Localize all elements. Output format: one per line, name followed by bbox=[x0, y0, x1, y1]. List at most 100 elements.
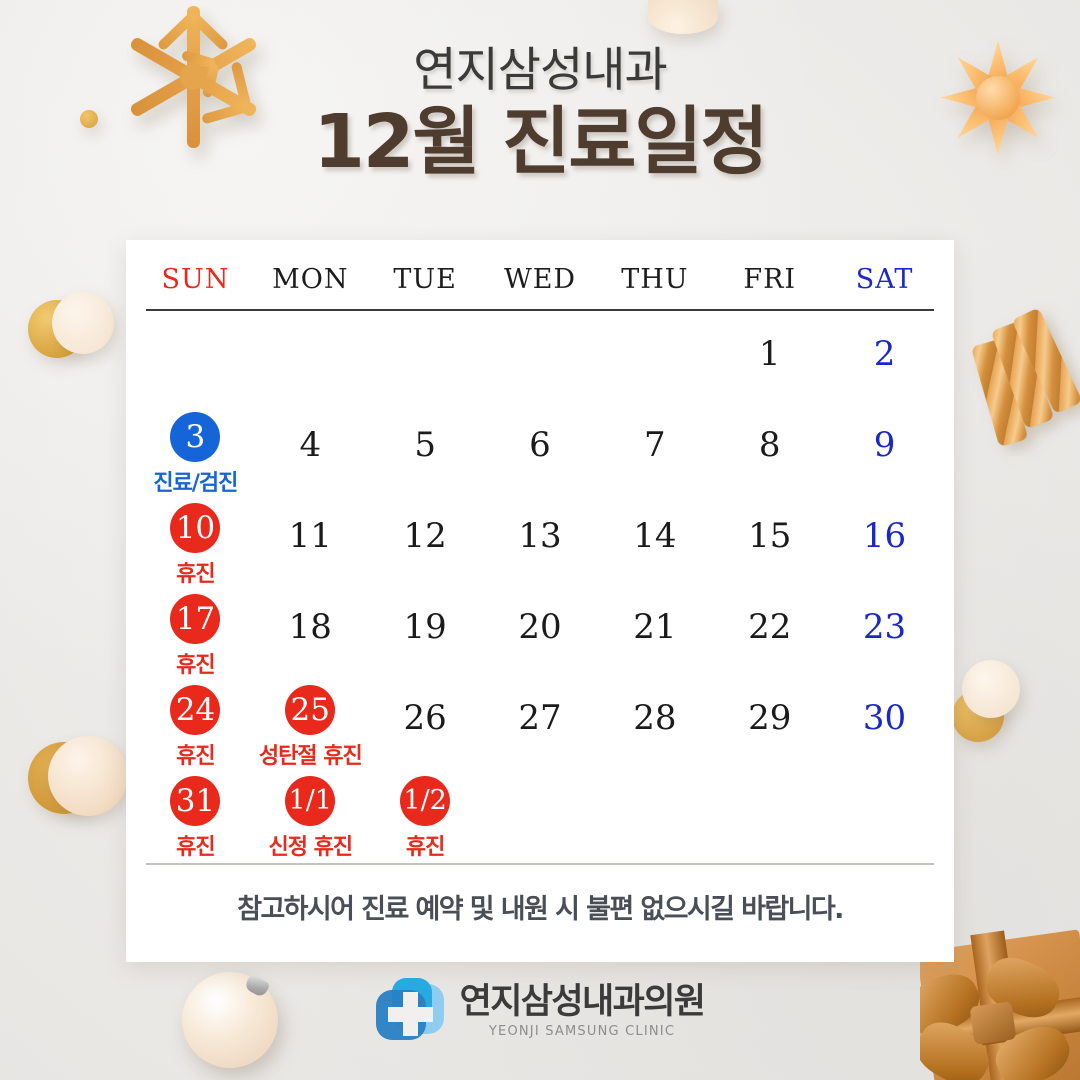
confetti-disc-icon bbox=[48, 736, 128, 816]
day-note: 휴진 bbox=[405, 835, 445, 860]
day-cell-3[interactable]: 3 진료/검진 bbox=[138, 402, 253, 496]
day-number: 9 bbox=[873, 425, 896, 465]
day-cell-6[interactable]: 6 bbox=[483, 402, 598, 493]
day-cell-16[interactable]: 16 bbox=[827, 493, 942, 584]
day-cell-4[interactable]: 4 bbox=[253, 402, 368, 493]
day-number: 18 bbox=[288, 607, 332, 647]
day-number: 2 bbox=[873, 334, 896, 374]
calendar-week-row: 24 휴진 25 성탄절 휴진 26 27 28 29 30 bbox=[138, 675, 942, 769]
calendar-card: SUN MON TUE WED THU FRI SAT 1 2 3 진료/검진 4 5 6 7 8 9 10 휴진… bbox=[126, 240, 954, 962]
day-cell-1-1[interactable]: 1/1 신정 휴진 bbox=[253, 766, 368, 860]
day-cell-12[interactable]: 12 bbox=[368, 493, 483, 584]
day-cell-10[interactable]: 10 휴진 bbox=[138, 493, 253, 587]
day-cell-13[interactable]: 13 bbox=[483, 493, 598, 584]
day-cell-empty bbox=[712, 766, 827, 857]
brand-text: 연지삼성내과의원 YEONJI SAMSUNG CLINIC bbox=[459, 981, 706, 1040]
day-cell-27[interactable]: 27 bbox=[483, 675, 598, 766]
day-number: 13 bbox=[518, 516, 562, 556]
day-cell-2[interactable]: 2 bbox=[827, 311, 942, 402]
day-number: 3 bbox=[170, 412, 221, 462]
day-number: 29 bbox=[748, 698, 792, 738]
day-cell-31[interactable]: 31 휴진 bbox=[138, 766, 253, 860]
day-cell-9[interactable]: 9 bbox=[827, 402, 942, 493]
page-title: 12월 진료일정 bbox=[313, 99, 768, 186]
day-cell-empty bbox=[597, 766, 712, 857]
day-cell-5[interactable]: 5 bbox=[368, 402, 483, 493]
calendar-week-row: 10 휴진 11 12 13 14 15 16 bbox=[138, 493, 942, 587]
day-cell-23[interactable]: 23 bbox=[827, 584, 942, 675]
day-cell-empty bbox=[138, 311, 253, 402]
day-number: 14 bbox=[633, 516, 677, 556]
gift-bow-icon bbox=[936, 36, 1060, 160]
day-cell-1-2[interactable]: 1/2 휴진 bbox=[368, 766, 483, 860]
calendar-week-row: 17 휴진 18 19 20 21 22 23 bbox=[138, 584, 942, 678]
day-cell-28[interactable]: 28 bbox=[597, 675, 712, 766]
day-cell-30[interactable]: 30 bbox=[827, 675, 942, 766]
day-number: 20 bbox=[518, 607, 562, 647]
day-cell-empty bbox=[253, 311, 368, 402]
day-number: 28 bbox=[633, 698, 677, 738]
day-note: 휴진 bbox=[176, 562, 215, 587]
day-cell-empty bbox=[483, 766, 598, 857]
footer-note: 참고하시어 진료 예약 및 내원 시 불편 없으시길 바랍니다. bbox=[237, 894, 844, 925]
brand-footer: 연지삼성내과의원 YEONJI SAMSUNG CLINIC bbox=[0, 978, 1080, 1044]
day-cell-1[interactable]: 1 bbox=[712, 311, 827, 402]
day-number: 6 bbox=[529, 425, 551, 465]
day-number: 26 bbox=[403, 698, 447, 738]
footer-divider bbox=[146, 863, 934, 865]
weekday-header-thu: THU bbox=[621, 264, 689, 295]
day-cell-11[interactable]: 11 bbox=[253, 493, 368, 584]
day-cell-17[interactable]: 17 휴진 bbox=[138, 584, 253, 678]
day-number: 4 bbox=[299, 425, 322, 465]
day-cell-empty bbox=[597, 311, 712, 402]
weekday-header-tue: TUE bbox=[393, 264, 457, 295]
day-number: 17 bbox=[170, 594, 221, 644]
day-note: 휴진 bbox=[176, 653, 215, 678]
day-cell-empty bbox=[827, 766, 942, 857]
day-number: 1/1 bbox=[285, 776, 336, 826]
day-cell-empty bbox=[368, 311, 483, 402]
weekday-header-wed: WED bbox=[503, 264, 577, 295]
day-cell-7[interactable]: 7 bbox=[597, 402, 712, 493]
snowflake-icon bbox=[118, 2, 268, 152]
brand-name-ko: 연지삼성내과의원 bbox=[459, 981, 706, 1022]
day-cell-25[interactable]: 25 성탄절 휴진 bbox=[253, 675, 368, 769]
calendar-week-row: 3 진료/검진 4 5 6 7 8 9 bbox=[138, 402, 942, 496]
day-note: 진료/검진 bbox=[153, 471, 238, 496]
clinic-logo-icon bbox=[375, 978, 444, 1044]
day-cell-empty bbox=[483, 311, 598, 402]
day-note: 신정 휴진 bbox=[268, 835, 353, 860]
confetti-disc-icon bbox=[648, 0, 718, 34]
day-number: 11 bbox=[288, 516, 332, 556]
weekday-header-fri: FRI bbox=[743, 264, 797, 295]
day-number: 5 bbox=[414, 425, 436, 465]
day-number: 30 bbox=[862, 698, 907, 738]
day-cell-8[interactable]: 8 bbox=[712, 402, 827, 493]
confetti-disc-icon bbox=[52, 292, 114, 354]
day-number: 25 bbox=[285, 685, 336, 735]
calendar-week-row: 31 휴진 1/1 신정 휴진 1/2 휴진 bbox=[138, 766, 942, 860]
day-number: 23 bbox=[862, 607, 907, 647]
day-number: 7 bbox=[644, 425, 666, 465]
day-cell-19[interactable]: 19 bbox=[368, 584, 483, 675]
day-cell-15[interactable]: 15 bbox=[712, 493, 827, 584]
weekday-header-sun: SUN bbox=[161, 264, 230, 295]
confetti-disc-icon bbox=[962, 660, 1020, 718]
day-cell-21[interactable]: 21 bbox=[597, 584, 712, 675]
day-cell-22[interactable]: 22 bbox=[712, 584, 827, 675]
day-cell-29[interactable]: 29 bbox=[712, 675, 827, 766]
day-cell-18[interactable]: 18 bbox=[253, 584, 368, 675]
header-divider bbox=[146, 309, 934, 311]
weekday-header-mon: MON bbox=[272, 264, 349, 295]
day-number: 24 bbox=[170, 685, 221, 735]
day-number: 16 bbox=[862, 516, 907, 556]
day-cell-24[interactable]: 24 휴진 bbox=[138, 675, 253, 769]
day-number: 15 bbox=[748, 516, 792, 556]
day-cell-26[interactable]: 26 bbox=[368, 675, 483, 766]
day-cell-20[interactable]: 20 bbox=[483, 584, 598, 675]
day-number: 8 bbox=[758, 425, 781, 465]
poster-header: 연지삼성내과 12월 진료일정 bbox=[0, 43, 1080, 186]
day-note: 휴진 bbox=[176, 835, 215, 860]
day-cell-14[interactable]: 14 bbox=[597, 493, 712, 584]
